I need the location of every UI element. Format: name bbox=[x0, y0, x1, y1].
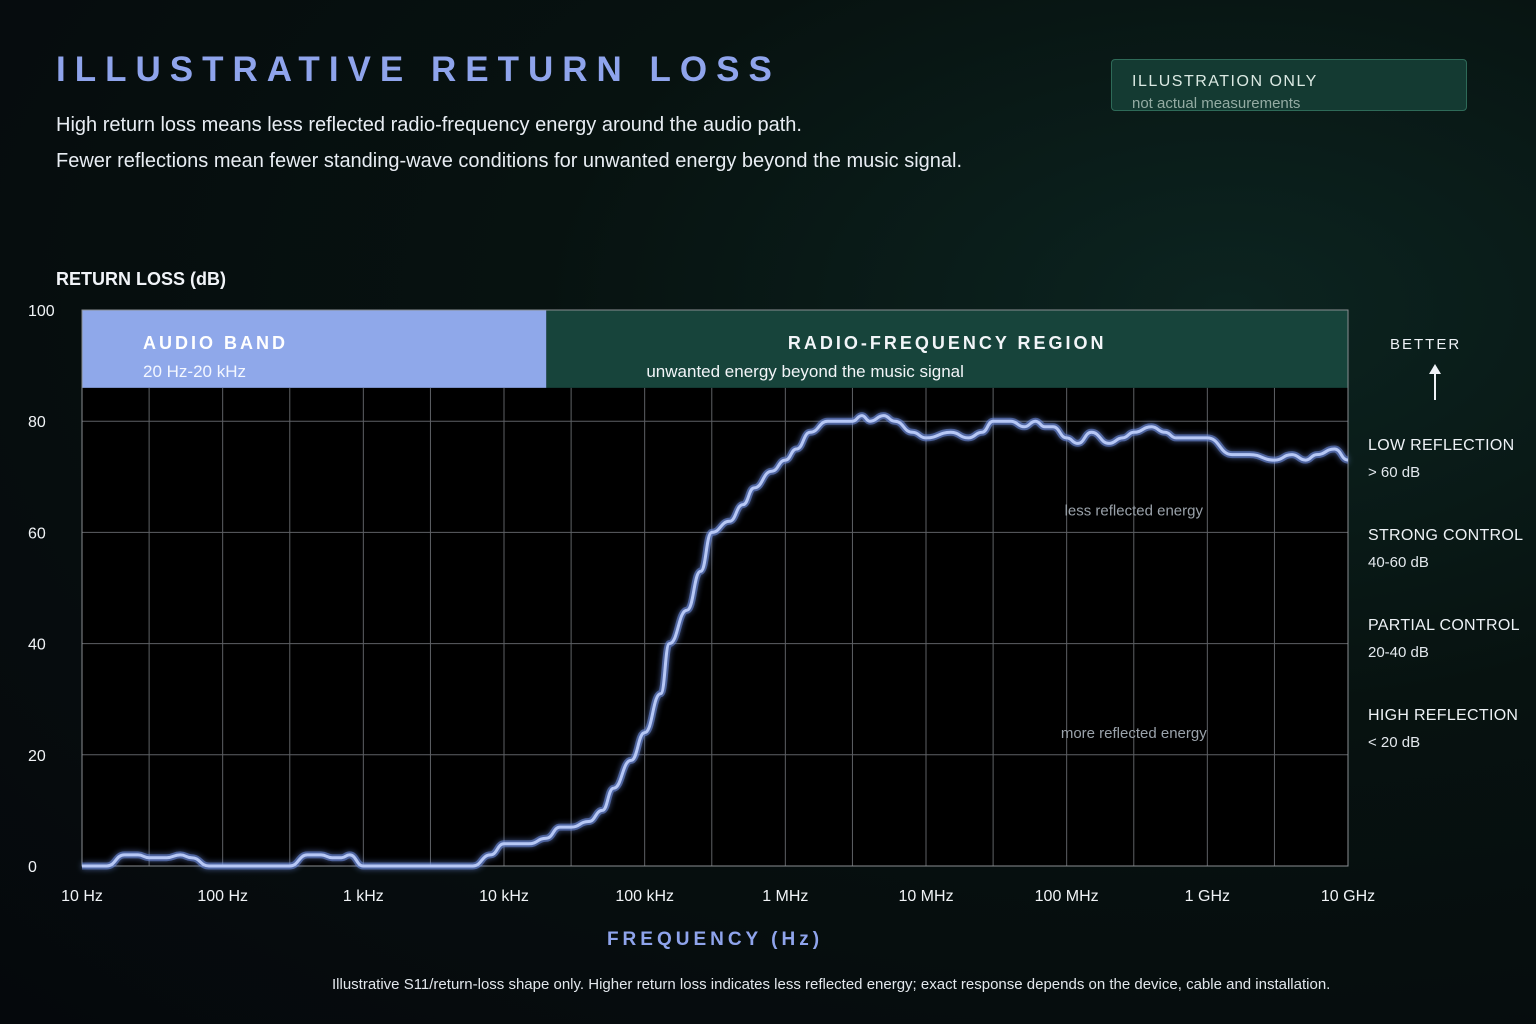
level-partial-control-title: PARTIAL CONTROL bbox=[1368, 617, 1520, 634]
x-tick-label: 1 kHz bbox=[343, 888, 384, 905]
y-tick-label: 40 bbox=[28, 637, 46, 654]
x-axis-title: FREQUENCY (Hz) bbox=[606, 929, 824, 950]
y-tick-label: 20 bbox=[28, 748, 46, 765]
level-high-reflection-range: < 20 dB bbox=[1368, 734, 1421, 751]
y-tick-label: 0 bbox=[28, 859, 37, 876]
footnote: Illustrative S11/return-loss shape only.… bbox=[332, 976, 1331, 993]
rf-region-description: unwanted energy beyond the music signal bbox=[646, 362, 964, 381]
x-tick-label: 10 GHz bbox=[1321, 888, 1375, 905]
audio-band-title: AUDIO BAND bbox=[143, 333, 288, 353]
x-tick-label: 10 MHz bbox=[898, 888, 953, 905]
y-axis-title: RETURN LOSS (dB) bbox=[56, 269, 226, 289]
badge-note: not actual measurements bbox=[1132, 95, 1301, 112]
y-tick-label: 80 bbox=[28, 414, 46, 431]
plot-frame bbox=[81, 309, 1349, 867]
x-tick-label: 100 kHz bbox=[615, 888, 674, 905]
x-tick-label: 100 MHz bbox=[1035, 888, 1099, 905]
level-high-reflection-title: HIGH REFLECTION bbox=[1368, 707, 1519, 724]
subtitle-line-1: High return loss means less reflected ra… bbox=[56, 114, 802, 136]
level-strong-control-title: STRONG CONTROL bbox=[1368, 527, 1524, 544]
illustration-badge: ILLUSTRATION ONLY not actual measurement… bbox=[1111, 59, 1467, 112]
badge-title: ILLUSTRATION ONLY bbox=[1132, 73, 1318, 90]
subtitle-line-2: Fewer reflections mean fewer standing-wa… bbox=[56, 150, 963, 172]
y-tick-label: 60 bbox=[28, 525, 46, 542]
audio-band-range: 20 Hz-20 kHz bbox=[143, 362, 246, 381]
level-low-reflection-range: > 60 dB bbox=[1368, 464, 1421, 481]
level-partial-control-range: 20-40 dB bbox=[1368, 644, 1429, 661]
x-tick-label: 1 MHz bbox=[762, 888, 808, 905]
page-title: ILLUSTRATIVE RETURN LOSS bbox=[56, 50, 781, 89]
level-low-reflection-title: LOW REFLECTION bbox=[1368, 437, 1515, 454]
audio-band-region bbox=[82, 310, 547, 388]
x-tick-label: 10 kHz bbox=[479, 888, 529, 905]
rf-region bbox=[546, 310, 1348, 388]
up-arrow-icon bbox=[1429, 364, 1441, 400]
x-tick-label: 100 Hz bbox=[197, 888, 248, 905]
better-label: BETTER bbox=[1390, 336, 1462, 353]
chart-annotation: more reflected energy bbox=[1061, 725, 1207, 742]
x-tick-label: 10 Hz bbox=[61, 888, 103, 905]
x-tick-label: 1 GHz bbox=[1185, 888, 1230, 905]
plot-area bbox=[82, 310, 1348, 866]
return-loss-curve bbox=[81, 414, 1349, 868]
level-strong-control-range: 40-60 dB bbox=[1368, 554, 1429, 571]
chart-annotation: less reflected energy bbox=[1065, 503, 1204, 520]
y-tick-label: 100 bbox=[28, 303, 55, 320]
rf-region-title: RADIO-FREQUENCY REGION bbox=[788, 333, 1107, 353]
